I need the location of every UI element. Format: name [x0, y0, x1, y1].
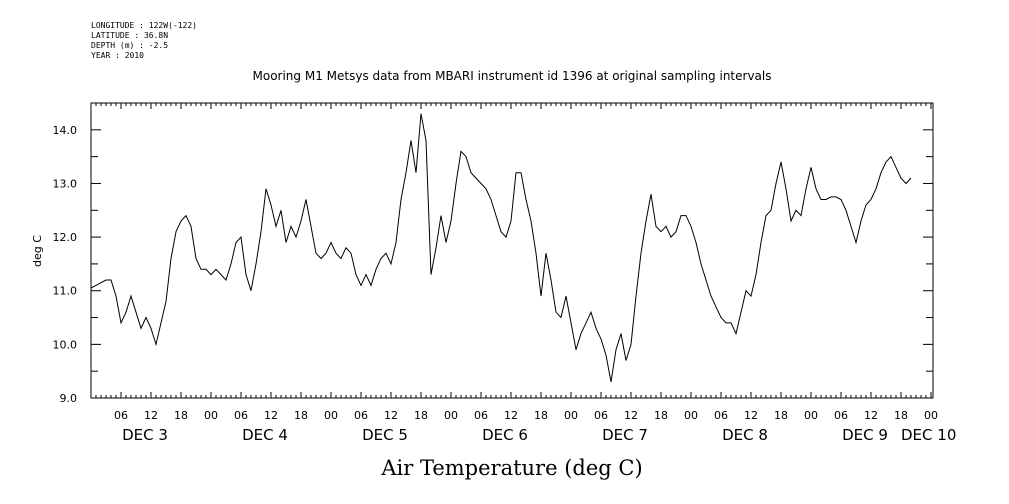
day-labels: DEC 3 DEC 4 DEC 5 DEC 6 DEC 7 DEC 8 DEC 9 DEC 1…: [122, 426, 956, 444]
metadata-header: LONGITUDE : 122W(-122) LATITUDE : 36.8N …: [91, 21, 197, 61]
depth-text: DEPTH (m) : -2.5: [91, 41, 169, 50]
day-label: DEC 3: [122, 426, 168, 444]
day-label: DEC 9: [842, 426, 888, 444]
day-label: DEC 7: [602, 426, 648, 444]
latitude-text: LATITUDE : 36.8N: [91, 31, 169, 40]
y-tick-label: 11.0: [53, 285, 78, 298]
x-tick-label: 06: [714, 409, 728, 422]
axis-ticks: [90, 102, 933, 399]
x-tick-label: 12: [864, 409, 878, 422]
x-tick-label: 06: [354, 409, 368, 422]
plot-frame: [90, 102, 934, 399]
x-tick-label: 00: [564, 409, 578, 422]
x-tick-label: 18: [294, 409, 308, 422]
x-tick-label: 12: [624, 409, 638, 422]
x-tick-label: 00: [324, 409, 338, 422]
x-tick-label: 00: [804, 409, 818, 422]
x-axis-label: Air Temperature (deg C): [380, 456, 642, 480]
x-tick-label: 18: [534, 409, 548, 422]
x-tick-label: 06: [834, 409, 848, 422]
day-label: DEC 6: [482, 426, 528, 444]
y-tick-label: 14.0: [53, 124, 78, 137]
y-tick-labels: 9.0 10.0 11.0 12.0 13.0 14.0: [53, 124, 78, 405]
x-tick-label: 12: [144, 409, 158, 422]
x-tick-label: 06: [474, 409, 488, 422]
day-label: DEC 5: [362, 426, 408, 444]
x-tick-label: 12: [744, 409, 758, 422]
x-tick-label: 00: [444, 409, 458, 422]
y-tick-label: 13.0: [53, 177, 78, 190]
x-tick-label: 18: [774, 409, 788, 422]
chart-title: Mooring M1 Metsys data from MBARI instru…: [253, 69, 772, 83]
x-tick-label: 18: [894, 409, 908, 422]
x-tick-label: 12: [384, 409, 398, 422]
x-tick-label: 18: [174, 409, 188, 422]
longitude-text: LONGITUDE : 122W(-122): [91, 21, 197, 30]
x-tick-label: 06: [594, 409, 608, 422]
x-tick-label: 06: [234, 409, 248, 422]
year-text: YEAR : 2010: [91, 51, 144, 60]
y-tick-label: 10.0: [53, 338, 78, 351]
x-tick-label: 12: [264, 409, 278, 422]
x-tick-label: 12: [504, 409, 518, 422]
y-tick-label: 9.0: [60, 392, 78, 405]
day-label: DEC 4: [242, 426, 288, 444]
x-tick-label: 18: [414, 409, 428, 422]
x-tick-labels: 06 12 18 00 06 12 18 00 06 12 18 00 06 12 18 00 06 12 18 00…: [114, 409, 938, 422]
day-label: DEC 8: [722, 426, 768, 444]
day-label: DEC 10: [901, 426, 956, 444]
y-tick-label: 12.0: [53, 231, 78, 244]
x-tick-label: 00: [924, 409, 938, 422]
x-tick-label: 18: [654, 409, 668, 422]
series-line: [90, 113, 912, 382]
y-axis-label: deg C: [31, 235, 44, 267]
x-tick-label: 06: [114, 409, 128, 422]
x-tick-label: 00: [204, 409, 218, 422]
x-tick-label: 00: [684, 409, 698, 422]
